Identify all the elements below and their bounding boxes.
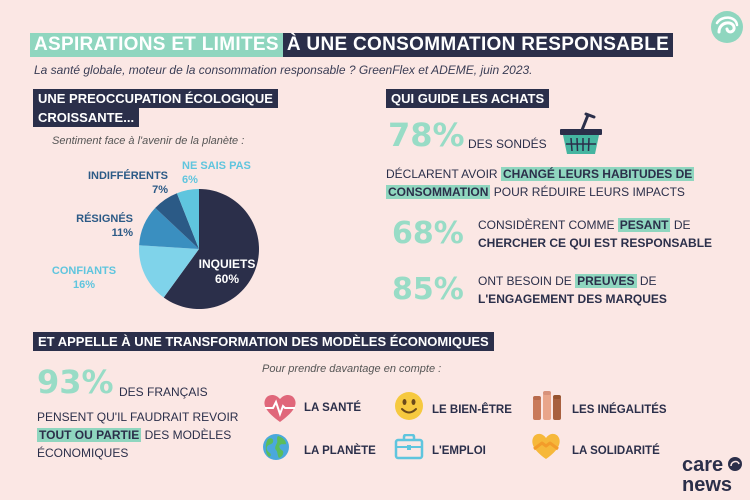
section2-title: QUI GUIDE LES ACHATS	[386, 89, 550, 108]
stat-68-value: 68%	[392, 216, 464, 251]
stat-78-line3: CONSOMMATION POUR RÉDUIRE LEURS IMPACTS	[386, 185, 685, 199]
pie-slice-ne-sais-pas	[176, 189, 199, 249]
pie-label-inquiets: INQUIETS 60%	[192, 257, 262, 287]
pie-label-indifferents-value: 7%	[152, 184, 168, 196]
brand-logo-line2: news	[682, 474, 733, 496]
pie-label-indifferents: INDIFFÉRENTS 7%	[80, 169, 168, 197]
raised-fists-icon	[533, 391, 561, 420]
pie-slice-inquiets	[163, 189, 259, 309]
heart-hands-icon	[532, 433, 560, 459]
stat-78-line2-highlight: CHANGÉ LEURS HABITUDES DE	[500, 167, 695, 181]
pie-label-resignes-name: RÉSIGNÉS	[76, 213, 133, 225]
stat-68-line1-pre: CONSIDÈRENT COMME	[478, 218, 615, 232]
pie-label-ne-sais-pas-name: NE SAIS PAS	[182, 160, 251, 172]
concern-emploi-label: L'EMPLOI	[432, 445, 486, 457]
title-part-1: ASPIRATIONS ET LIMITES	[30, 33, 283, 57]
pie-label-resignes: RÉSIGNÉS 11%	[60, 212, 133, 240]
pie-label-indifferents-name: INDIFFÉRENTS	[87, 170, 168, 182]
page-title: ASPIRATIONS ET LIMITES À UNE CONSOMMATIO…	[30, 33, 674, 57]
stat-93-value: 93%	[37, 363, 114, 401]
briefcase-icon	[394, 434, 424, 460]
brand-mark-icon	[711, 11, 743, 43]
pie-label-confiants-value: 16%	[72, 279, 96, 291]
pie-label-confiants: CONFIANTS 16%	[40, 264, 128, 292]
brand-logo-line1: care	[682, 454, 724, 476]
stat-68-line1-post: DE	[673, 218, 691, 232]
section1-caption: Sentiment face à l'avenir de la planète …	[52, 135, 245, 147]
concern-sante-label: LA SANTÉ	[304, 402, 362, 414]
brand-logo-mark-icon	[728, 457, 742, 471]
smiley-icon	[395, 392, 423, 420]
stat-68-line1-highlight: PESANT	[617, 218, 671, 232]
section3-title: ET APPELLE À UNE TRANSFORMATION DES MODÈ…	[33, 332, 494, 351]
section1-title-line2: CROISSANTE...	[33, 108, 140, 127]
stat-93-line3: TOUT OU PARTIE DES MODÈLES	[37, 428, 231, 442]
stat-93-line3-highlight: TOUT OU PARTIE	[37, 428, 142, 442]
pie-label-confiants-name: CONFIANTS	[51, 265, 117, 277]
stat-93-line2: PENSENT QU'IL FAUDRAIT REVOIR	[37, 410, 239, 424]
pie-label-inquiets-name: INQUIETS	[198, 257, 256, 271]
pie-slice-resignes	[139, 207, 199, 249]
stat-85-line1-pre: ONT BESOIN DE	[478, 274, 572, 288]
heart-pulse-icon	[264, 394, 296, 422]
globe-icon	[263, 434, 289, 460]
stat-78-line3-highlight: CONSOMMATION	[386, 185, 491, 199]
section3-caption: Pour prendre davantage en compte :	[262, 363, 442, 375]
pie-label-resignes-value: 11%	[111, 227, 133, 239]
stat-85-line1: ONT BESOIN DE PREUVES DE	[478, 274, 657, 288]
stat-78-value: 78%	[388, 116, 465, 154]
pie-label-inquiets-value: 60%	[214, 272, 240, 286]
stat-85-line1-highlight: PREUVES	[575, 274, 637, 288]
page-subtitle: La santé globale, moteur de la consommat…	[34, 63, 533, 77]
pie-slice-indifferents	[155, 193, 199, 249]
stat-85-line1-post: DE	[639, 274, 657, 288]
section1-title: UNE PREOCCUPATION ÉCOLOGIQUE CROISSANTE.…	[33, 89, 278, 127]
brand-logo: care news	[682, 455, 732, 495]
stat-93-line3-post: DES MODÈLES	[144, 428, 232, 442]
concern-solidarite-label: LA SOLIDARITÉ	[572, 445, 660, 457]
stat-78-line2-pre: DÉCLARENT AVOIR	[386, 167, 498, 181]
stat-78-line3-post: POUR RÉDUIRE LEURS IMPACTS	[493, 185, 685, 199]
concern-inegalites-label: LES INÉGALITÉS	[572, 404, 667, 416]
pie-slice-confiants	[139, 245, 199, 298]
pie-chart	[139, 189, 259, 309]
stat-68-line1: CONSIDÈRENT COMME PESANT DE	[478, 218, 691, 232]
concern-bien-etre-label: LE BIEN-ÊTRE	[432, 404, 512, 416]
stat-85-value: 85%	[392, 272, 464, 307]
stat-85-line2: L'ENGAGEMENT DES MARQUES	[478, 292, 667, 306]
stat-68-line2: CHERCHER CE QUI EST RESPONSABLE	[478, 236, 713, 250]
concern-planete-label: LA PLANÈTE	[304, 445, 376, 457]
stat-93-text: DES FRANÇAIS	[119, 385, 208, 399]
stat-78-text: DES SONDÉS	[468, 137, 547, 151]
shopping-basket-icon	[560, 112, 602, 154]
section1-title-line1: UNE PREOCCUPATION ÉCOLOGIQUE	[33, 89, 278, 108]
stat-78-line2: DÉCLARENT AVOIR CHANGÉ LEURS HABITUDES D…	[386, 167, 695, 181]
pie-label-ne-sais-pas-value: 6%	[182, 174, 198, 186]
stat-93-line4: ÉCONOMIQUES	[37, 446, 129, 460]
pie-label-ne-sais-pas: NE SAIS PAS 6%	[182, 159, 251, 187]
title-part-2: À UNE CONSOMMATION RESPONSABLE	[282, 33, 674, 57]
